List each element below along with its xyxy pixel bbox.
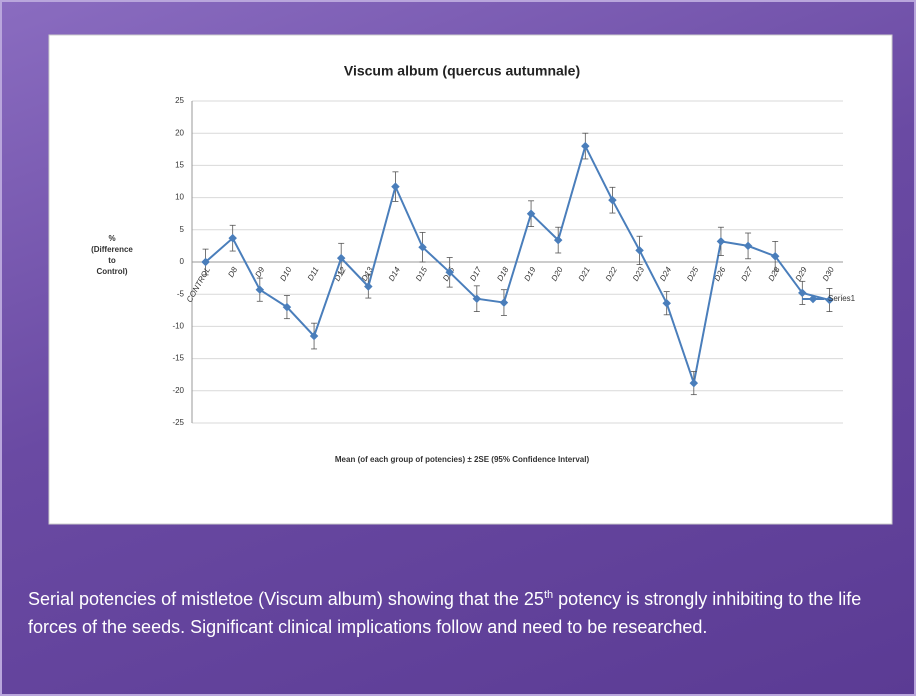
y-tick-label: 25 bbox=[175, 96, 184, 105]
marker bbox=[689, 378, 699, 388]
marker bbox=[825, 295, 834, 305]
y-tick-label: 20 bbox=[175, 128, 184, 137]
marker bbox=[255, 285, 265, 294]
chart-area bbox=[48, 34, 893, 525]
series-line bbox=[204, 143, 830, 387]
caption-text: Serial potencies of mistletoe (Viscum al… bbox=[28, 589, 544, 609]
marker bbox=[228, 233, 237, 243]
y-tick-label: -20 bbox=[172, 386, 184, 395]
marker bbox=[662, 298, 671, 308]
marker bbox=[309, 331, 319, 341]
marker bbox=[201, 257, 210, 267]
legend-label: Series1 bbox=[828, 294, 856, 303]
caption-text: potency is strongly inhibiting to the li… bbox=[28, 589, 862, 637]
y-tick-label: -25 bbox=[172, 418, 184, 427]
y-axis-title: % bbox=[108, 234, 115, 243]
y-tick-label: 5 bbox=[180, 225, 185, 234]
y-tick-label: -10 bbox=[172, 322, 184, 331]
marker bbox=[364, 282, 373, 291]
chart: Viscum album (quercus autumnale) Mean (o… bbox=[48, 34, 893, 525]
marker bbox=[472, 294, 482, 303]
marker bbox=[798, 288, 807, 298]
y-tick-label: -5 bbox=[177, 289, 185, 298]
marker bbox=[282, 302, 292, 312]
marker bbox=[445, 268, 454, 277]
y-axis-title: to bbox=[108, 256, 116, 265]
y-tick-label: 15 bbox=[175, 161, 184, 170]
marker bbox=[499, 298, 509, 307]
y-axis-title: (Difference bbox=[91, 245, 133, 254]
x-axis-title: Mean (of each group of potencies) ± 2SE … bbox=[335, 455, 590, 464]
caption-sup: th bbox=[543, 589, 554, 601]
marker bbox=[418, 242, 427, 252]
y-axis-title: Control) bbox=[96, 267, 127, 276]
y-tick-label: -15 bbox=[172, 354, 184, 363]
y-tick-label: 10 bbox=[175, 193, 184, 202]
caption: Serial potencies of mistletoe (Viscum al… bbox=[28, 585, 898, 641]
y-tick-label: 0 bbox=[180, 257, 185, 266]
marker bbox=[391, 182, 400, 191]
chart-title: Viscum album (quercus autumnale) bbox=[344, 63, 580, 79]
legend-marker bbox=[808, 294, 818, 304]
